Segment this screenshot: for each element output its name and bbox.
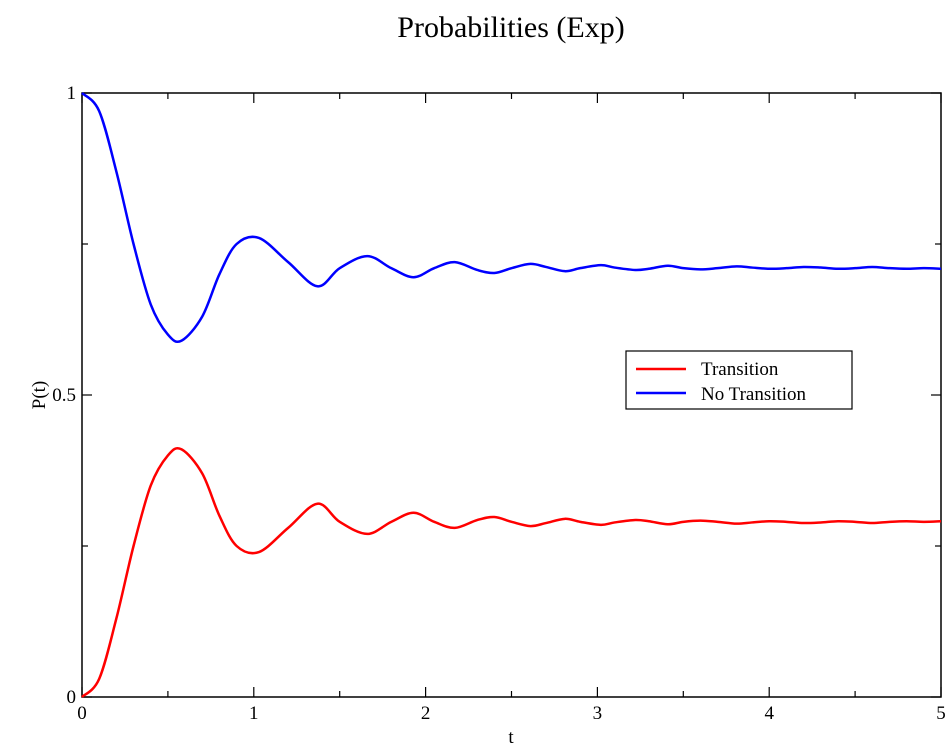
x-axis-label: t	[508, 727, 514, 747]
x-tick-label: 1	[249, 703, 259, 724]
x-tick-label: 4	[764, 703, 774, 724]
y-tick-label: 1	[67, 83, 77, 104]
x-tick-label: 3	[593, 703, 603, 724]
series-line-transition	[81, 446, 942, 698]
y-tick-label: 0	[67, 687, 77, 708]
x-axis-ticks	[81, 93, 942, 697]
legend: Transition No Transition	[625, 350, 853, 410]
series-line-no-transition	[81, 92, 942, 344]
x-tick-label: 0	[77, 703, 87, 724]
y-axis-ticks	[82, 92, 941, 698]
x-tick-label: 2	[421, 703, 431, 724]
x-tick-label: 5	[936, 703, 946, 724]
legend-box	[625, 350, 853, 410]
x-axis-tick-labels: 0 1 2 3 4 5	[77, 703, 946, 724]
legend-label-no-transition: No Transition	[701, 384, 807, 405]
y-tick-label: 0.5	[52, 385, 76, 406]
y-axis-label: P(t)	[29, 381, 50, 410]
series-lines	[81, 92, 942, 698]
y-axis-tick-labels: 00.51	[52, 83, 76, 708]
legend-label-transition: Transition	[701, 359, 779, 380]
chart-title: Probabilities (Exp)	[397, 11, 624, 44]
